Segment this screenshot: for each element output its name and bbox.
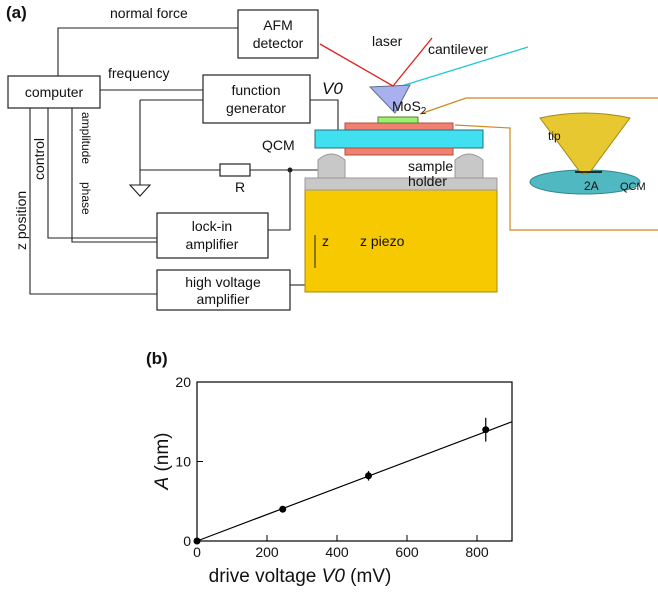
label: sample xyxy=(408,158,453,174)
label: amplitude xyxy=(79,112,93,164)
label: QCM xyxy=(620,181,646,193)
label: R xyxy=(235,179,245,195)
label: cantilever xyxy=(428,41,488,57)
figure: (a) normal force AFM detector laser cant… xyxy=(0,0,658,588)
label: control xyxy=(31,138,47,180)
x-tick-label: 800 xyxy=(465,544,489,560)
data-point xyxy=(279,506,286,513)
x-tick-label: 200 xyxy=(255,544,279,560)
x-axis-label: (mV) xyxy=(345,566,391,587)
x-axis-label: drive voltage V0 (mV) xyxy=(209,566,392,587)
label: laser xyxy=(372,33,403,49)
label: QCM xyxy=(262,137,295,153)
label: V0 xyxy=(322,79,343,98)
fit-line xyxy=(197,422,512,541)
label: MoS xyxy=(392,98,421,114)
data-point xyxy=(194,538,201,545)
label: high voltage xyxy=(185,274,261,290)
label: AFM xyxy=(263,17,293,33)
x-axis-label: drive voltage xyxy=(209,566,322,587)
y-tick-label: 10 xyxy=(175,454,191,470)
label: z piezo xyxy=(360,233,405,249)
label: 2 xyxy=(421,106,427,117)
label: lock-in xyxy=(192,218,232,234)
data-point xyxy=(482,426,489,433)
y-tick-label: 20 xyxy=(175,374,191,390)
panel-label: (a) xyxy=(6,3,27,22)
x-axis-label: V0 xyxy=(322,566,346,587)
label: MoS2 xyxy=(392,98,427,117)
y-axis-label: A xyxy=(152,477,173,491)
label: phase xyxy=(79,182,93,215)
x-tick-label: 0 xyxy=(193,544,201,560)
x-tick-label: 400 xyxy=(325,544,349,560)
label: tip xyxy=(548,129,561,143)
label: frequency xyxy=(108,65,169,81)
label: amplifier xyxy=(197,291,250,307)
plot-frame xyxy=(197,382,512,541)
label: generator xyxy=(226,100,286,116)
label: function xyxy=(231,82,280,98)
label: detector xyxy=(253,35,304,51)
y-axis-label: (nm) xyxy=(152,432,173,476)
label: normal force xyxy=(110,5,188,21)
y-axis-label: A (nm) xyxy=(152,432,173,490)
data-point xyxy=(365,472,372,479)
label: z xyxy=(322,233,329,249)
label: holder xyxy=(408,173,447,189)
label: 2A xyxy=(584,179,599,193)
diagram-shapes xyxy=(8,10,658,310)
label: computer xyxy=(25,84,84,100)
y-tick-label: 0 xyxy=(183,533,191,549)
label: z position xyxy=(13,191,29,250)
panel-label: (b) xyxy=(146,349,168,368)
x-tick-label: 600 xyxy=(395,544,419,560)
label: amplifier xyxy=(186,236,239,252)
